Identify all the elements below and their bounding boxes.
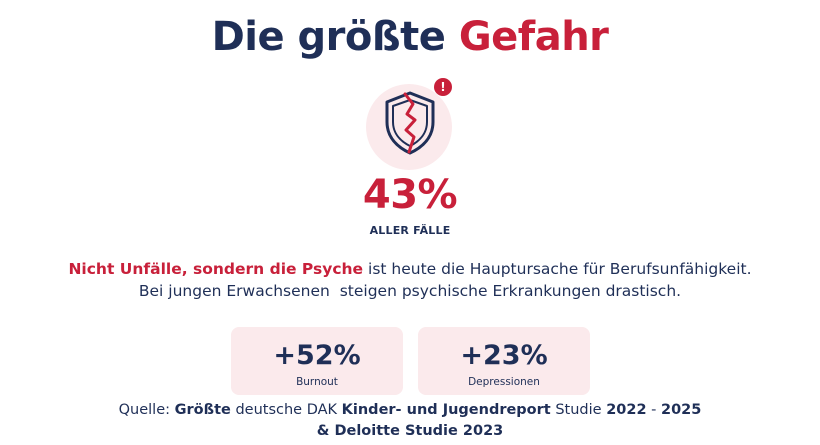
stat-card-depressionen: +23% Depressionen [418,327,590,395]
description-highlight: Nicht Unfälle, sondern die Psyche [68,260,364,278]
source-bold-3: Kinder- und Jugendreport [341,402,551,418]
source-text-4: Studie [555,402,602,418]
title-accent: Gefahr [458,14,609,60]
stat-label: Depressionen [468,376,540,388]
description-text: Nicht Unfälle, sondern die Psyche ist he… [0,258,820,302]
description-line-1: Nicht Unfälle, sondern die Psyche ist he… [0,258,820,280]
stat-card-burnout: +52% Burnout [231,327,403,395]
page-title: Die größte Gefahr [0,14,820,60]
source-bold-1: Größte [174,402,231,418]
stat-value: +52% [273,340,361,371]
source-text-2: deutsche DAK [235,402,338,418]
source-bold-8: & Deloitte Studie 2023 [316,423,504,439]
description-line-2: Bei jungen Erwachsenen steigen psychisch… [138,282,682,300]
percentage-caption: ALLER FÄLLE [369,224,451,237]
source-year-end: 2025 [661,402,702,418]
source-year-start: 2022 [606,402,647,418]
source-prefix: Quelle: [118,402,171,418]
source-citation: Quelle: Größte deutsche DAK Kinder- und … [0,400,820,442]
source-line-1: Quelle: Größte deutsche DAK Kinder- und … [0,400,820,421]
hero-icon-group: ! [366,76,456,170]
title-main: Die größte [211,14,446,60]
stat-label: Burnout [296,376,338,388]
stat-value: +23% [460,340,548,371]
source-line-2: & Deloitte Studie 2023 [0,421,820,442]
source-dash: - [651,402,657,418]
alert-badge: ! [434,78,452,96]
broken-shield-icon [385,91,435,155]
main-percentage: 43% [362,172,458,218]
description-line-1-rest: ist heute die Hauptursache für Berufsunf… [368,260,752,278]
